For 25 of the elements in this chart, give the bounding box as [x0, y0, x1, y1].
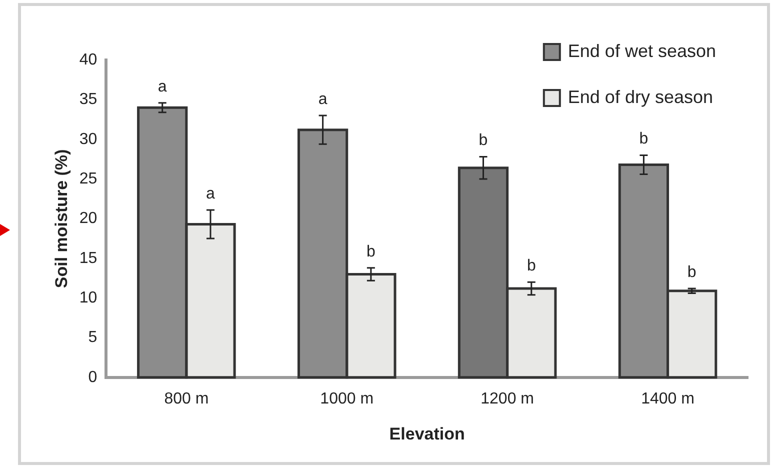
legend-label: End of wet season — [568, 40, 716, 61]
y-tick-label: 20 — [79, 210, 98, 228]
y-tick-label: 35 — [79, 91, 98, 108]
annotation: b — [687, 264, 696, 281]
x-axis-title: Elevation — [389, 424, 465, 444]
legend-label: End of dry season — [568, 86, 713, 107]
y-tick-label: 0 — [88, 368, 98, 386]
y-tick-label: 30 — [79, 130, 98, 148]
y-tick-label: 40 — [79, 51, 98, 68]
x-tick-label: 800 m — [164, 390, 209, 408]
annotation: b — [639, 130, 648, 148]
y-axis-title: Soil moisture (%) — [52, 149, 71, 288]
y-tick-label: 10 — [79, 289, 98, 306]
y-tick-label: 25 — [79, 170, 98, 188]
y-tick-label: 15 — [79, 250, 98, 267]
annotation: a — [206, 185, 216, 202]
annotation: a — [158, 78, 167, 96]
x-tick-label: 1000 m — [320, 390, 374, 408]
annotation: b — [478, 132, 488, 150]
y-tick-label: 5 — [88, 329, 98, 346]
x-tick-label: 1200 m — [480, 390, 534, 408]
annotation: b — [526, 258, 536, 275]
x-tick-label: 1400 m — [641, 390, 694, 408]
annotation: a — [318, 90, 328, 108]
annotation: b — [366, 243, 376, 260]
